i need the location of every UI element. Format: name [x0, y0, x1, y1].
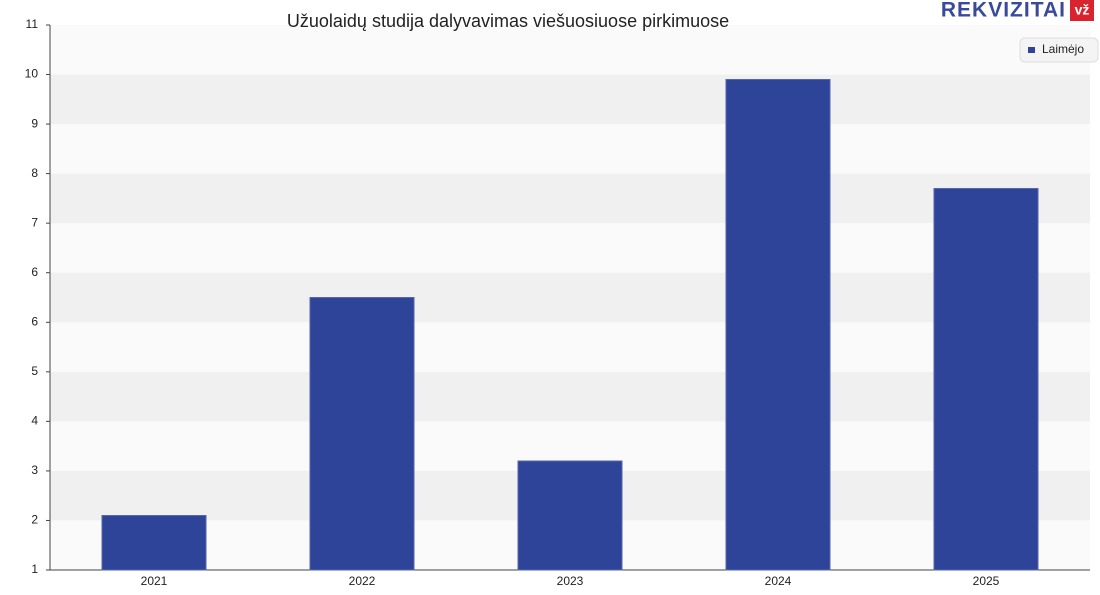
logo-badge: vž: [1075, 2, 1090, 18]
y-tick-label: 3: [31, 463, 38, 477]
y-tick-label: 1: [31, 562, 38, 576]
x-tick-label: 2023: [557, 574, 584, 588]
grid-band: [50, 74, 1090, 125]
x-tick-label: 2025: [973, 574, 1000, 588]
legend-box: [1019, 37, 1099, 63]
plot-background: [50, 25, 1090, 570]
legend-swatch: [1028, 47, 1035, 53]
x-tick-label: 2021: [141, 574, 168, 588]
y-tick-label: 8: [31, 166, 38, 180]
y-tick-label: 6: [31, 314, 38, 328]
logo-badge-box: [1070, 0, 1094, 21]
bar: [933, 188, 1039, 571]
y-tick-label: 6: [31, 265, 38, 279]
y-tick-label: 11: [26, 17, 39, 31]
grid-band: [50, 173, 1090, 224]
chart-title: Užuolaidų studija dalyvavimas viešuosiuo…: [287, 11, 729, 31]
bar: [101, 515, 207, 571]
bar: [517, 460, 623, 571]
y-tick-label: 2: [31, 513, 38, 527]
y-tick-label: 5: [31, 364, 38, 378]
y-tick-label: 10: [25, 67, 39, 81]
bar: [309, 297, 415, 571]
y-tick-label: 4: [31, 414, 38, 428]
bar: [725, 79, 831, 571]
grid-band: [50, 272, 1090, 323]
y-tick-label: 7: [31, 215, 38, 229]
grid-band: [50, 371, 1090, 422]
legend-label: Laimėjo: [1042, 42, 1084, 56]
y-tick-label: 9: [31, 116, 38, 130]
x-tick-label: 2024: [765, 574, 792, 588]
logo-text: REKVIZITAI: [941, 0, 1066, 22]
x-tick-label: 2022: [349, 574, 376, 588]
